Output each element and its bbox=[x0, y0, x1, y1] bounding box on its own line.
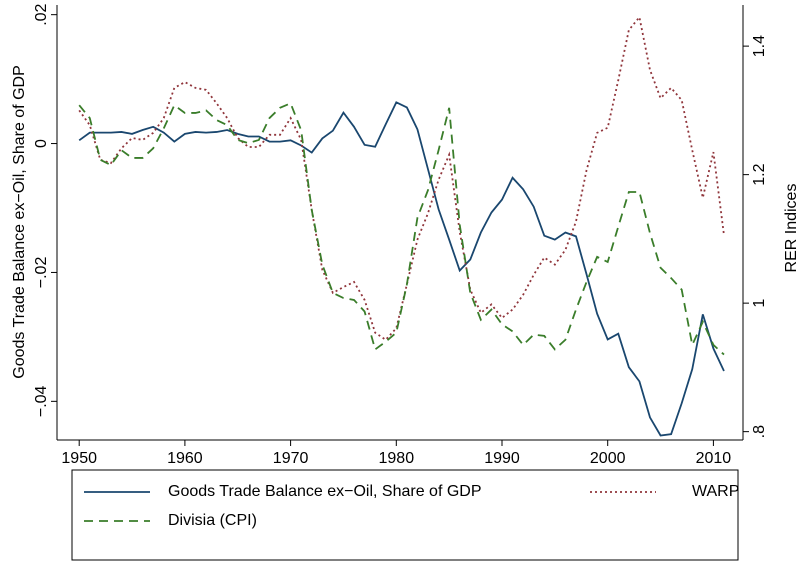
x-tick-label: 1990 bbox=[484, 450, 520, 467]
x-tick-label: 1980 bbox=[379, 450, 415, 467]
x-tick-label: 1950 bbox=[61, 450, 97, 467]
y-tick-label: −.02 bbox=[33, 257, 50, 289]
y2-tick-label: 1.2 bbox=[751, 163, 768, 185]
series-line bbox=[78, 101, 725, 437]
legend-box bbox=[71, 469, 739, 561]
legend-label: WARP bbox=[692, 483, 739, 500]
legend-label: Goods Trade Balance ex−Oil, Share of GDP bbox=[168, 483, 482, 500]
y2-tick-label: 1 bbox=[751, 299, 768, 308]
x-tick-label: 1960 bbox=[167, 450, 203, 467]
y-tick-label: .02 bbox=[33, 3, 50, 25]
y2-tick-label: 1.4 bbox=[751, 35, 768, 57]
x-tick-label: 2010 bbox=[696, 450, 732, 467]
series-line bbox=[78, 102, 725, 356]
y2-axis-label: RER Indices bbox=[783, 184, 800, 273]
x-tick-label: 1970 bbox=[273, 450, 309, 467]
y-tick-label: 0 bbox=[33, 139, 50, 148]
y-axis-label: Goods Trade Balance ex−Oil, Share of GDP bbox=[11, 65, 28, 379]
x-tick-label: 2000 bbox=[590, 450, 626, 467]
y2-tick-label: .8 bbox=[751, 425, 768, 438]
y-tick-label: −.04 bbox=[33, 385, 50, 417]
legend-label: Divisia (CPI) bbox=[168, 512, 257, 529]
